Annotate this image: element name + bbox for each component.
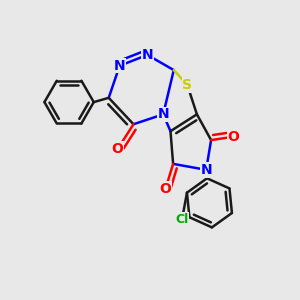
Text: O: O [160,182,172,196]
Text: Cl: Cl [176,213,189,226]
Text: N: N [114,59,125,73]
Text: N: N [158,107,169,121]
Text: O: O [227,130,239,144]
Text: O: O [112,142,124,156]
Text: N: N [200,163,212,177]
Text: S: S [182,78,192,92]
Text: N: N [142,48,153,62]
